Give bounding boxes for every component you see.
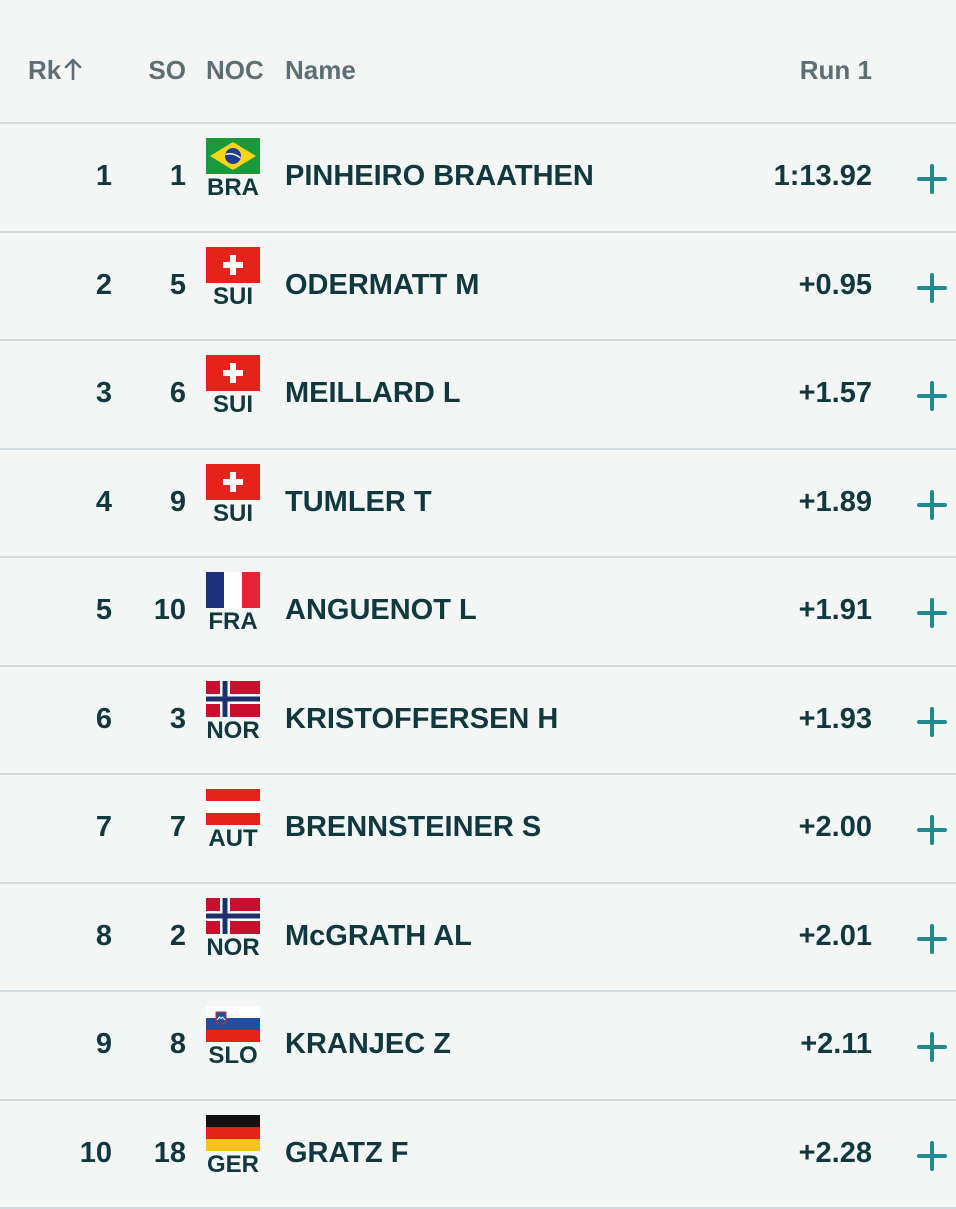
- run-time: +2.28: [799, 1137, 872, 1170]
- table-row[interactable]: 7 7 AUT BRENNSTEINER S +2.00: [0, 775, 956, 884]
- rank: 2: [96, 269, 112, 302]
- run-time: +0.95: [799, 269, 872, 302]
- table-row[interactable]: 10 18 GER GRATZ F +2.28: [0, 1101, 956, 1209]
- table-row[interactable]: 9 8 SLO KRANJEC Z +2.11: [0, 992, 956, 1101]
- expand-plus-icon[interactable]: [917, 924, 947, 954]
- header-rank-label: Rk: [28, 55, 61, 85]
- rank: 9: [96, 1028, 112, 1061]
- noc-code: NOR: [206, 717, 260, 745]
- header-name[interactable]: Name: [285, 52, 356, 88]
- expand-plus-icon[interactable]: [917, 707, 947, 737]
- run-time: +1.57: [799, 377, 872, 410]
- table-header: Rk SO NOC Name Run 1: [0, 0, 956, 124]
- rank: 5: [96, 594, 112, 627]
- start-order: 6: [170, 377, 186, 410]
- start-order: 9: [170, 486, 186, 519]
- flag-sui-icon: [206, 355, 260, 391]
- table-row[interactable]: 6 3 NOR KRISTOFFERSEN H +1.93: [0, 667, 956, 776]
- flag-sui-icon: [206, 464, 260, 500]
- start-order: 3: [170, 703, 186, 736]
- athlete-name[interactable]: GRATZ F: [285, 1137, 409, 1170]
- run-time: 1:13.92: [774, 160, 872, 193]
- athlete-name[interactable]: KRANJEC Z: [285, 1028, 451, 1061]
- noc-code: AUT: [206, 825, 260, 853]
- expand-plus-icon[interactable]: [917, 164, 947, 194]
- start-order: 7: [170, 811, 186, 844]
- header-run[interactable]: Run 1: [800, 52, 872, 88]
- run-time: +2.11: [800, 1028, 872, 1061]
- table-row[interactable]: 4 9 SUI TUMLER T +1.89: [0, 450, 956, 559]
- rank: 7: [96, 811, 112, 844]
- athlete-name[interactable]: ANGUENOT L: [285, 594, 477, 627]
- expand-plus-icon[interactable]: [917, 273, 947, 303]
- table-row[interactable]: 3 6 SUI MEILLARD L +1.57: [0, 341, 956, 450]
- noc-code: FRA: [206, 608, 260, 636]
- athlete-name[interactable]: McGRATH AL: [285, 920, 472, 953]
- run-time: +1.91: [799, 594, 872, 627]
- flag-nor-icon: [206, 898, 260, 934]
- run-time: +1.93: [799, 703, 872, 736]
- run-time: +2.00: [799, 811, 872, 844]
- header-start-order[interactable]: SO: [140, 52, 186, 88]
- rank: 4: [96, 486, 112, 519]
- start-order: 2: [170, 920, 186, 953]
- noc-code: SUI: [206, 283, 260, 311]
- table-row[interactable]: 5 10 FRA ANGUENOT L +1.91: [0, 558, 956, 667]
- table-row[interactable]: 8 2 NOR McGRATH AL +2.01: [0, 884, 956, 993]
- start-order: 18: [154, 1137, 186, 1170]
- table-row[interactable]: 1 1 BRA PINHEIRO BRAATHEN 1:13.92: [0, 124, 956, 233]
- noc-code: BRA: [206, 174, 260, 202]
- athlete-name[interactable]: ODERMATT M: [285, 269, 479, 302]
- expand-plus-icon[interactable]: [917, 381, 947, 411]
- rank: 10: [80, 1137, 112, 1170]
- expand-plus-icon[interactable]: [917, 815, 947, 845]
- flag-nor-icon: [206, 681, 260, 717]
- expand-plus-icon[interactable]: [917, 598, 947, 628]
- noc-code: SUI: [206, 500, 260, 528]
- flag-slo-icon: [206, 1006, 260, 1042]
- athlete-name[interactable]: MEILLARD L: [285, 377, 461, 410]
- start-order: 10: [154, 594, 186, 627]
- run-time: +2.01: [799, 920, 872, 953]
- rank: 6: [96, 703, 112, 736]
- flag-aut-icon: [206, 789, 260, 825]
- expand-plus-icon[interactable]: [917, 1032, 947, 1062]
- flag-ger-icon: [206, 1115, 260, 1151]
- expand-plus-icon[interactable]: [917, 490, 947, 520]
- athlete-name[interactable]: TUMLER T: [285, 486, 432, 519]
- rank: 8: [96, 920, 112, 953]
- arrow-up-icon: [63, 58, 83, 80]
- header-rank[interactable]: Rk: [28, 52, 83, 88]
- run-time: +1.89: [799, 486, 872, 519]
- athlete-name[interactable]: PINHEIRO BRAATHEN: [285, 160, 594, 193]
- start-order: 1: [170, 160, 186, 193]
- noc-code: SLO: [206, 1042, 260, 1070]
- expand-plus-icon[interactable]: [917, 1141, 947, 1171]
- flag-bra-icon: [206, 138, 260, 174]
- rank: 3: [96, 377, 112, 410]
- start-order: 8: [170, 1028, 186, 1061]
- noc-code: SUI: [206, 391, 260, 419]
- flag-sui-icon: [206, 247, 260, 283]
- noc-code: GER: [206, 1151, 260, 1179]
- athlete-name[interactable]: KRISTOFFERSEN H: [285, 703, 558, 736]
- table-row[interactable]: 2 5 SUI ODERMATT M +0.95: [0, 233, 956, 342]
- header-noc[interactable]: NOC: [206, 52, 264, 88]
- noc-code: NOR: [206, 934, 260, 962]
- start-order: 5: [170, 269, 186, 302]
- flag-fra-icon: [206, 572, 260, 608]
- athlete-name[interactable]: BRENNSTEINER S: [285, 811, 541, 844]
- rank: 1: [96, 160, 112, 193]
